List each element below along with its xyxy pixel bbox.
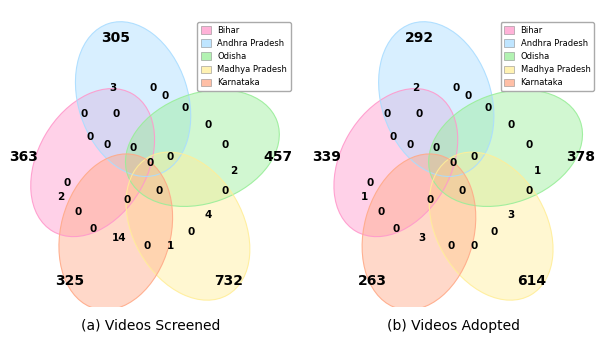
Text: 0: 0 xyxy=(470,152,477,162)
Text: 0: 0 xyxy=(427,195,434,205)
Text: 2: 2 xyxy=(231,166,238,176)
Text: 1: 1 xyxy=(167,242,174,251)
Text: 292: 292 xyxy=(404,31,434,45)
Ellipse shape xyxy=(362,154,476,310)
Text: 0: 0 xyxy=(406,140,414,150)
Text: 325: 325 xyxy=(55,274,84,288)
Text: 0: 0 xyxy=(525,140,532,150)
Text: 0: 0 xyxy=(453,83,460,92)
Text: 3: 3 xyxy=(109,83,117,92)
Ellipse shape xyxy=(126,90,279,207)
Text: 0: 0 xyxy=(150,83,157,92)
Text: 0: 0 xyxy=(144,242,151,251)
Text: 0: 0 xyxy=(392,224,399,234)
Text: 0: 0 xyxy=(103,140,111,150)
Text: 732: 732 xyxy=(214,274,243,288)
Text: 263: 263 xyxy=(358,274,387,288)
Text: 614: 614 xyxy=(517,274,546,288)
Text: 2: 2 xyxy=(57,192,65,202)
Text: 0: 0 xyxy=(86,131,94,142)
Text: 378: 378 xyxy=(566,150,595,164)
Text: 0: 0 xyxy=(490,227,498,237)
Text: 0: 0 xyxy=(366,178,373,188)
Text: 0: 0 xyxy=(205,120,212,130)
Text: (a) Videos Screened: (a) Videos Screened xyxy=(81,319,220,333)
Text: 0: 0 xyxy=(63,178,70,188)
Ellipse shape xyxy=(126,152,250,300)
Text: 0: 0 xyxy=(124,195,131,205)
Text: 0: 0 xyxy=(75,207,82,217)
Text: 14: 14 xyxy=(111,233,126,243)
Text: 339: 339 xyxy=(312,150,341,164)
Text: 0: 0 xyxy=(181,103,188,113)
Text: 0: 0 xyxy=(222,186,229,197)
Text: 0: 0 xyxy=(458,186,466,197)
Text: 0: 0 xyxy=(450,158,457,167)
Ellipse shape xyxy=(429,152,553,300)
Text: 3: 3 xyxy=(418,233,425,243)
Text: 0: 0 xyxy=(378,207,385,217)
Text: 0: 0 xyxy=(161,91,169,101)
Text: 0: 0 xyxy=(484,103,492,113)
Ellipse shape xyxy=(334,89,458,237)
Text: 0: 0 xyxy=(187,227,194,237)
Text: 0: 0 xyxy=(80,109,88,119)
Text: (b) Videos Adopted: (b) Videos Adopted xyxy=(387,319,520,333)
Text: 0: 0 xyxy=(464,91,472,101)
Text: 1: 1 xyxy=(361,192,368,202)
Ellipse shape xyxy=(31,89,155,237)
Text: 3: 3 xyxy=(508,210,515,220)
Text: 0: 0 xyxy=(89,224,96,234)
Text: 0: 0 xyxy=(112,109,120,119)
Text: 0: 0 xyxy=(470,242,477,251)
Text: 305: 305 xyxy=(101,31,130,45)
Text: 0: 0 xyxy=(155,186,162,197)
Text: 0: 0 xyxy=(508,120,515,130)
Legend: Bihar, Andhra Pradesh, Odisha, Madhya Pradesh, Karnataka: Bihar, Andhra Pradesh, Odisha, Madhya Pr… xyxy=(501,22,594,91)
Text: 0: 0 xyxy=(447,242,454,251)
Text: 0: 0 xyxy=(222,140,229,150)
Text: 0: 0 xyxy=(525,186,532,197)
Text: 2: 2 xyxy=(413,83,420,92)
Text: 457: 457 xyxy=(263,150,292,164)
Text: 0: 0 xyxy=(167,152,174,162)
Text: 4: 4 xyxy=(205,210,212,220)
Text: 0: 0 xyxy=(384,109,391,119)
Text: 0: 0 xyxy=(416,109,423,119)
Text: 0: 0 xyxy=(390,131,397,142)
Ellipse shape xyxy=(379,22,494,176)
Ellipse shape xyxy=(59,154,173,310)
Text: 0: 0 xyxy=(129,143,137,153)
Legend: Bihar, Andhra Pradesh, Odisha, Madhya Pradesh, Karnataka: Bihar, Andhra Pradesh, Odisha, Madhya Pr… xyxy=(198,22,291,91)
Text: 1: 1 xyxy=(534,166,541,176)
Text: 363: 363 xyxy=(9,150,38,164)
Text: 0: 0 xyxy=(432,143,440,153)
Text: 0: 0 xyxy=(147,158,154,167)
Ellipse shape xyxy=(76,22,191,176)
Ellipse shape xyxy=(429,90,582,207)
